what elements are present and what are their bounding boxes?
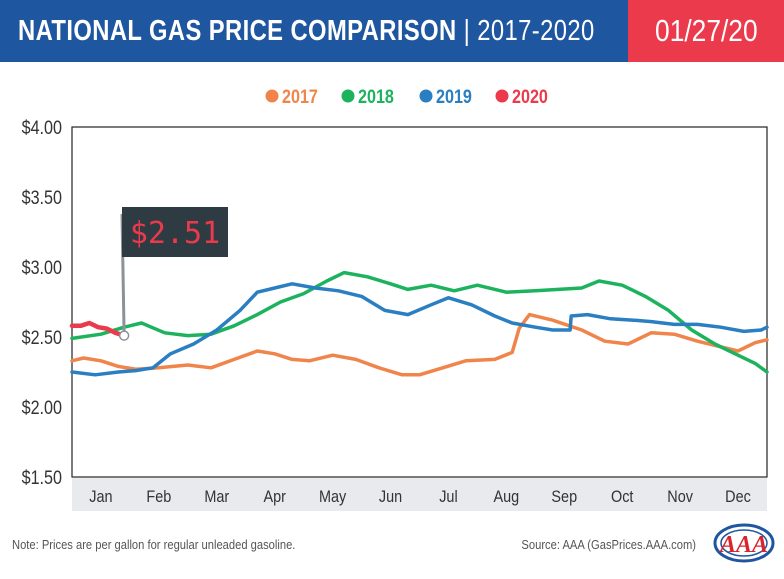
x-tick-label: Jan — [89, 488, 112, 506]
callout-price: $2.51 — [130, 216, 220, 251]
legend-swatch — [495, 89, 509, 103]
svg-text:AAA: AAA — [718, 532, 768, 558]
legend-label: 2017 — [282, 86, 318, 108]
x-axis: Jan Feb Mar Apr May Jun Jul Aug Sep Oct Nov Dec — [72, 478, 767, 511]
y-tick-label: $2.00 — [22, 397, 63, 419]
x-tick-label: Sep — [551, 488, 577, 506]
series-group — [69, 270, 769, 377]
series-line-2017 — [70, 312, 769, 377]
x-axis-band — [72, 478, 767, 511]
y-tick-label: $1.50 — [22, 467, 63, 489]
legend-swatch — [419, 89, 433, 103]
x-tick-label: Apr — [263, 488, 285, 506]
x-tick-label: Oct — [611, 488, 634, 506]
price-callout: $2.51 — [118, 207, 228, 341]
title-bar: NATIONAL GAS PRICE COMPARISON | 2017-202… — [0, 0, 628, 62]
aaa-logo: AAA — [713, 523, 775, 563]
chart-title: NATIONAL GAS PRICE COMPARISON | 2017-202… — [18, 15, 595, 48]
x-tick-label: Dec — [725, 488, 751, 506]
line-chart: 2017 2018 2019 2020 $4.00 $3.50 $3.00 $2.50 $2.… — [22, 86, 769, 511]
callout-marker — [118, 330, 130, 341]
legend-label: 2019 — [436, 86, 472, 108]
y-tick-label: $4.00 — [22, 117, 63, 139]
plot-area — [71, 126, 768, 478]
y-axis: $4.00 $3.50 $3.00 $2.50 $2.00 $1.50 — [22, 117, 63, 489]
series-line-2018 — [70, 270, 769, 374]
legend-label: 2018 — [358, 86, 394, 108]
legend: 2017 2018 2019 2020 — [265, 86, 548, 108]
x-tick-label: Jul — [439, 488, 457, 506]
x-tick-label: Aug — [494, 488, 520, 506]
header: NATIONAL GAS PRICE COMPARISON | 2017-202… — [0, 0, 784, 62]
x-tick-label: May — [319, 488, 346, 506]
x-tick-label: Mar — [204, 488, 229, 506]
footnote: Note: Prices are per gallon for regular … — [12, 537, 296, 552]
callout-box — [122, 207, 228, 257]
legend-swatch — [265, 89, 279, 103]
title-sub: | 2017-2020 — [463, 14, 595, 47]
date-label: 01/27/20 — [654, 13, 758, 48]
title-main: NATIONAL GAS PRICE COMPARISON — [18, 14, 457, 47]
y-tick-label: $3.50 — [22, 187, 63, 209]
x-tick-label: Nov — [667, 488, 693, 506]
series-line-2019 — [70, 282, 769, 377]
series-line-2020 — [69, 320, 127, 338]
y-tick-label: $3.00 — [22, 257, 63, 279]
x-tick-label: Feb — [146, 488, 171, 506]
date-box: 01/27/20 — [628, 0, 784, 62]
source-note: Source: AAA (GasPrices.AAA.com) — [521, 537, 696, 552]
x-tick-label: Jun — [379, 488, 402, 506]
y-tick-label: $2.50 — [22, 327, 63, 349]
legend-label: 2020 — [512, 86, 548, 108]
legend-swatch — [341, 89, 355, 103]
